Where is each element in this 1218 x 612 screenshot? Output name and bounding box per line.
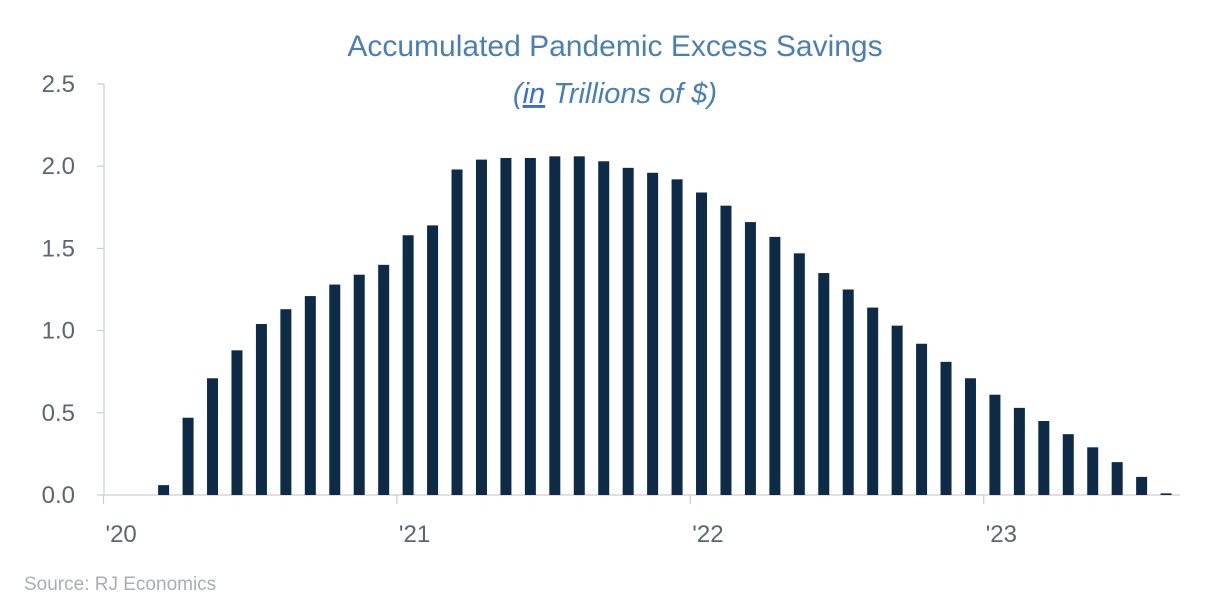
bar — [598, 161, 610, 495]
bar — [964, 378, 976, 495]
bar — [329, 284, 341, 495]
bar — [671, 179, 683, 496]
bar — [696, 192, 708, 495]
bar — [475, 159, 487, 495]
y-tick-label: 2.5 — [42, 71, 75, 98]
y-tick-label: 0.5 — [42, 400, 75, 427]
x-tick-label: '22 — [692, 521, 723, 548]
bar — [1111, 462, 1123, 495]
bar — [867, 307, 879, 495]
y-tick-label: 1.5 — [42, 235, 75, 262]
y-tick-label: 0.0 — [42, 482, 75, 509]
bar — [1038, 421, 1050, 495]
bar — [353, 274, 365, 495]
bar — [1136, 476, 1148, 495]
x-tick-label: '21 — [399, 521, 430, 548]
bars — [158, 156, 1172, 496]
x-tick-label: '20 — [106, 521, 137, 548]
bar — [524, 157, 536, 496]
bar — [255, 324, 267, 495]
source-note: Source: RJ Economics — [24, 574, 217, 595]
bar — [182, 417, 194, 495]
bar — [891, 325, 903, 495]
bar — [744, 222, 756, 495]
chart-subtitle: (in Trillions of $) — [513, 78, 717, 110]
y-tick-label: 2.0 — [42, 153, 75, 180]
bar — [720, 205, 732, 495]
bar — [1160, 493, 1172, 495]
bar — [622, 167, 634, 495]
bar — [549, 156, 561, 495]
bar — [402, 235, 414, 496]
bar — [793, 253, 805, 495]
chart-title: Accumulated Pandemic Excess Savings — [347, 30, 882, 63]
bar — [1013, 407, 1025, 495]
bar — [1087, 447, 1099, 495]
bar — [304, 296, 316, 495]
bar — [500, 157, 512, 496]
bar — [573, 156, 585, 495]
bar — [1062, 434, 1074, 495]
x-axis: '20 '21 '22 '23 — [102, 494, 1180, 548]
y-axis: 0.0 0.5 1.0 1.5 2.0 2.5 — [42, 71, 105, 509]
bar — [158, 485, 170, 495]
bar — [647, 172, 659, 495]
bar — [940, 361, 952, 495]
bar — [280, 309, 292, 495]
bar — [427, 225, 439, 495]
bar — [916, 343, 928, 495]
bar — [451, 169, 463, 495]
bar — [769, 236, 781, 495]
x-tick-label: '23 — [986, 521, 1017, 548]
bar — [378, 264, 390, 495]
bar — [231, 350, 243, 495]
bar — [207, 378, 219, 495]
bar — [818, 273, 830, 495]
y-tick-label: 1.0 — [42, 318, 75, 345]
bar — [842, 289, 854, 495]
bar — [989, 394, 1001, 495]
